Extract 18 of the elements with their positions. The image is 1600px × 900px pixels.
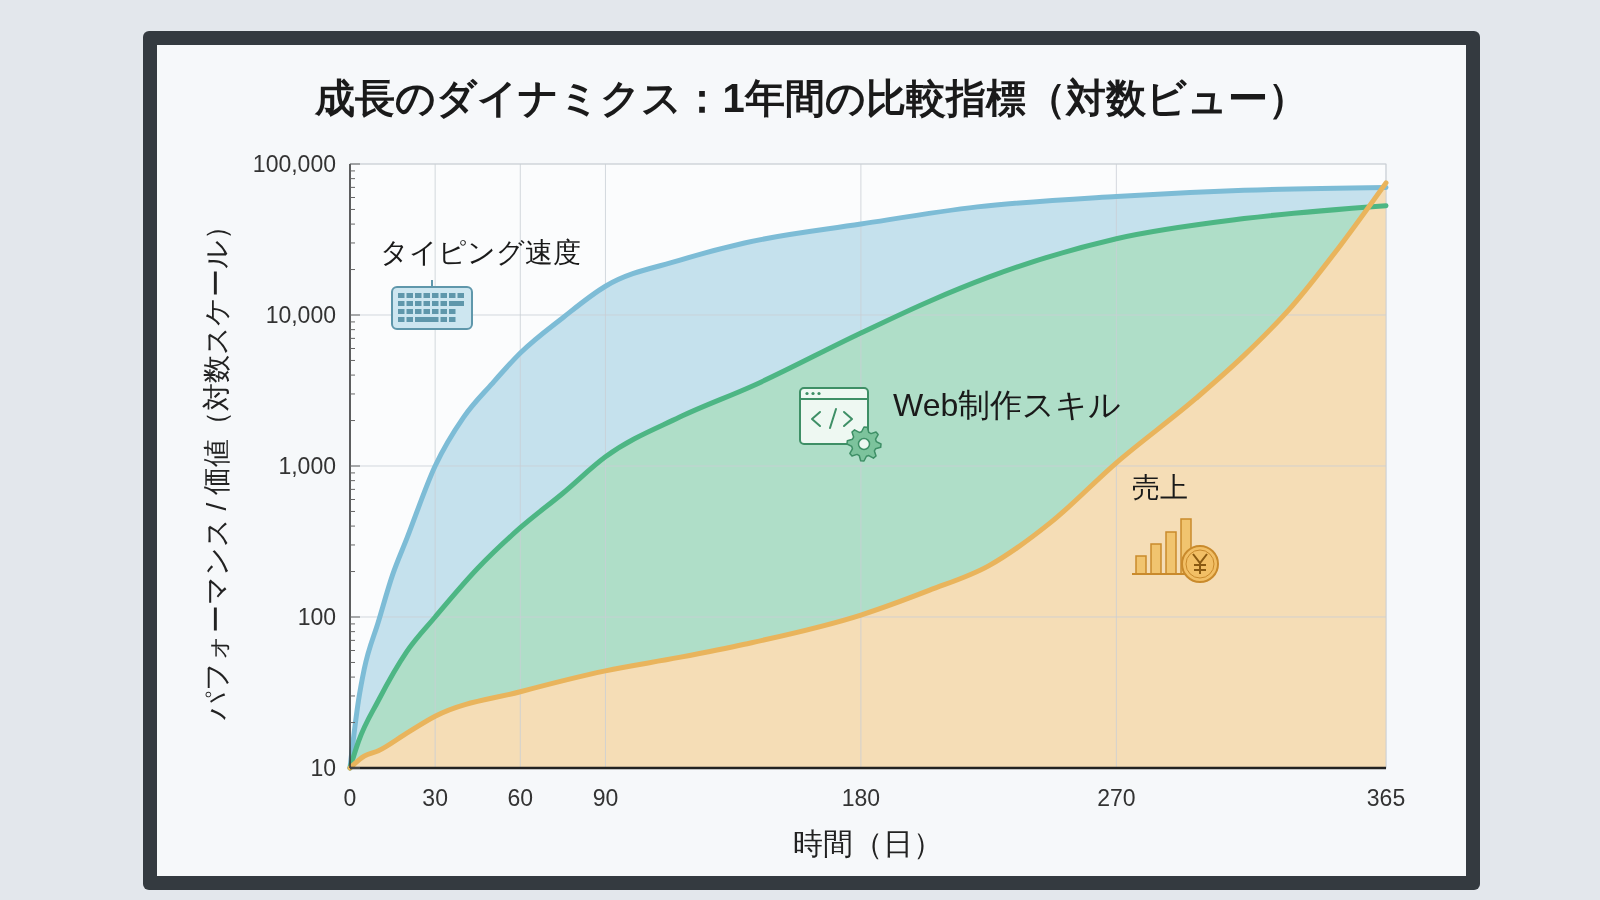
series-label: 売上	[1132, 472, 1188, 503]
x-tick-label: 0	[343, 785, 357, 812]
x-tick-label: 90	[592, 785, 619, 812]
x-tick-label: 365	[1366, 785, 1406, 812]
x-tick-label: 180	[841, 785, 881, 812]
y-tick-label: 100,000	[252, 151, 336, 178]
x-tick-label: 60	[507, 785, 534, 812]
y-tick-label: 1,000	[278, 453, 336, 480]
series-label: タイピング速度	[380, 237, 581, 268]
y-tick-label: 100	[297, 604, 336, 631]
y-tick-label: 10,000	[265, 302, 336, 329]
y-tick-label: 10	[310, 755, 336, 782]
x-tick-label: 270	[1097, 785, 1136, 812]
y-axis-title: パフォーマンス / 価値（対数スケール）	[200, 211, 232, 722]
x-axis-title: 時間（日）	[793, 826, 943, 860]
chart-title: 成長のダイナミクス：1年間の比較指標（対数ビュー）	[314, 76, 1308, 120]
x-tick-label: 30	[422, 785, 448, 812]
series-label: Web制作スキル	[893, 387, 1122, 423]
